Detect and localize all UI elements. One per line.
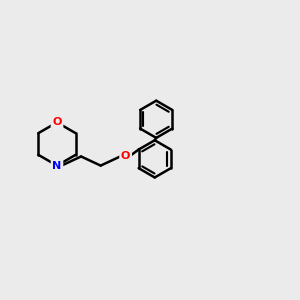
Text: O: O (121, 152, 130, 161)
Text: O: O (52, 117, 62, 128)
Text: N: N (52, 160, 62, 171)
